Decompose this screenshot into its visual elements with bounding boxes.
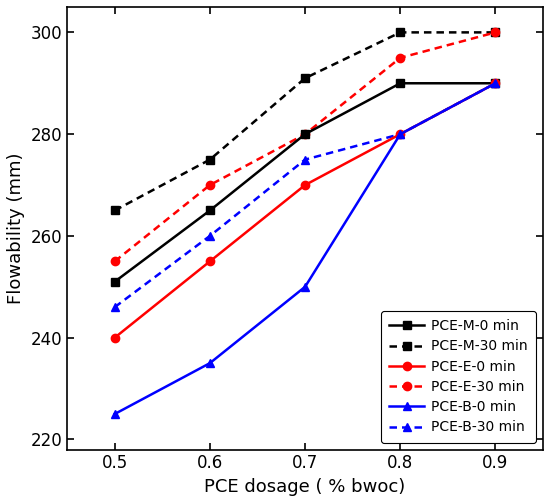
PCE-E-0 min bbox=[302, 182, 309, 188]
PCE-E-0 min bbox=[397, 131, 404, 137]
PCE-E-0 min bbox=[492, 80, 499, 87]
PCE-M-30 min bbox=[302, 75, 309, 81]
PCE-B-0 min bbox=[112, 411, 118, 417]
Line: PCE-E-30 min: PCE-E-30 min bbox=[111, 28, 499, 266]
PCE-E-30 min bbox=[492, 29, 499, 35]
PCE-E-0 min bbox=[112, 334, 118, 341]
PCE-B-30 min bbox=[207, 233, 213, 239]
PCE-E-30 min bbox=[302, 131, 309, 137]
PCE-M-0 min bbox=[112, 279, 118, 285]
PCE-E-0 min bbox=[207, 259, 213, 265]
PCE-M-0 min bbox=[397, 80, 404, 87]
PCE-M-30 min bbox=[397, 29, 404, 35]
PCE-B-0 min bbox=[302, 284, 309, 290]
PCE-M-0 min bbox=[207, 207, 213, 213]
PCE-M-30 min bbox=[492, 29, 499, 35]
PCE-B-30 min bbox=[492, 80, 499, 87]
PCE-E-30 min bbox=[397, 55, 404, 61]
Line: PCE-E-0 min: PCE-E-0 min bbox=[111, 79, 499, 342]
Line: PCE-M-30 min: PCE-M-30 min bbox=[111, 28, 499, 215]
X-axis label: PCE dosage ( % bwoc): PCE dosage ( % bwoc) bbox=[205, 478, 406, 496]
PCE-M-30 min bbox=[112, 207, 118, 213]
PCE-B-30 min bbox=[397, 131, 404, 137]
Line: PCE-M-0 min: PCE-M-0 min bbox=[111, 79, 499, 286]
PCE-E-30 min bbox=[112, 259, 118, 265]
Line: PCE-B-0 min: PCE-B-0 min bbox=[111, 79, 499, 418]
PCE-B-0 min bbox=[397, 131, 404, 137]
Legend: PCE-M-0 min, PCE-M-30 min, PCE-E-0 min, PCE-E-30 min, PCE-B-0 min, PCE-B-30 min: PCE-M-0 min, PCE-M-30 min, PCE-E-0 min, … bbox=[381, 311, 536, 443]
Line: PCE-B-30 min: PCE-B-30 min bbox=[111, 79, 499, 311]
Y-axis label: Flowability (mm): Flowability (mm) bbox=[7, 152, 25, 304]
PCE-E-30 min bbox=[207, 182, 213, 188]
PCE-M-0 min bbox=[302, 131, 309, 137]
PCE-B-0 min bbox=[207, 360, 213, 366]
PCE-M-30 min bbox=[207, 156, 213, 162]
PCE-M-0 min bbox=[492, 80, 499, 87]
PCE-B-30 min bbox=[112, 304, 118, 310]
PCE-B-0 min bbox=[492, 80, 499, 87]
PCE-B-30 min bbox=[302, 156, 309, 162]
